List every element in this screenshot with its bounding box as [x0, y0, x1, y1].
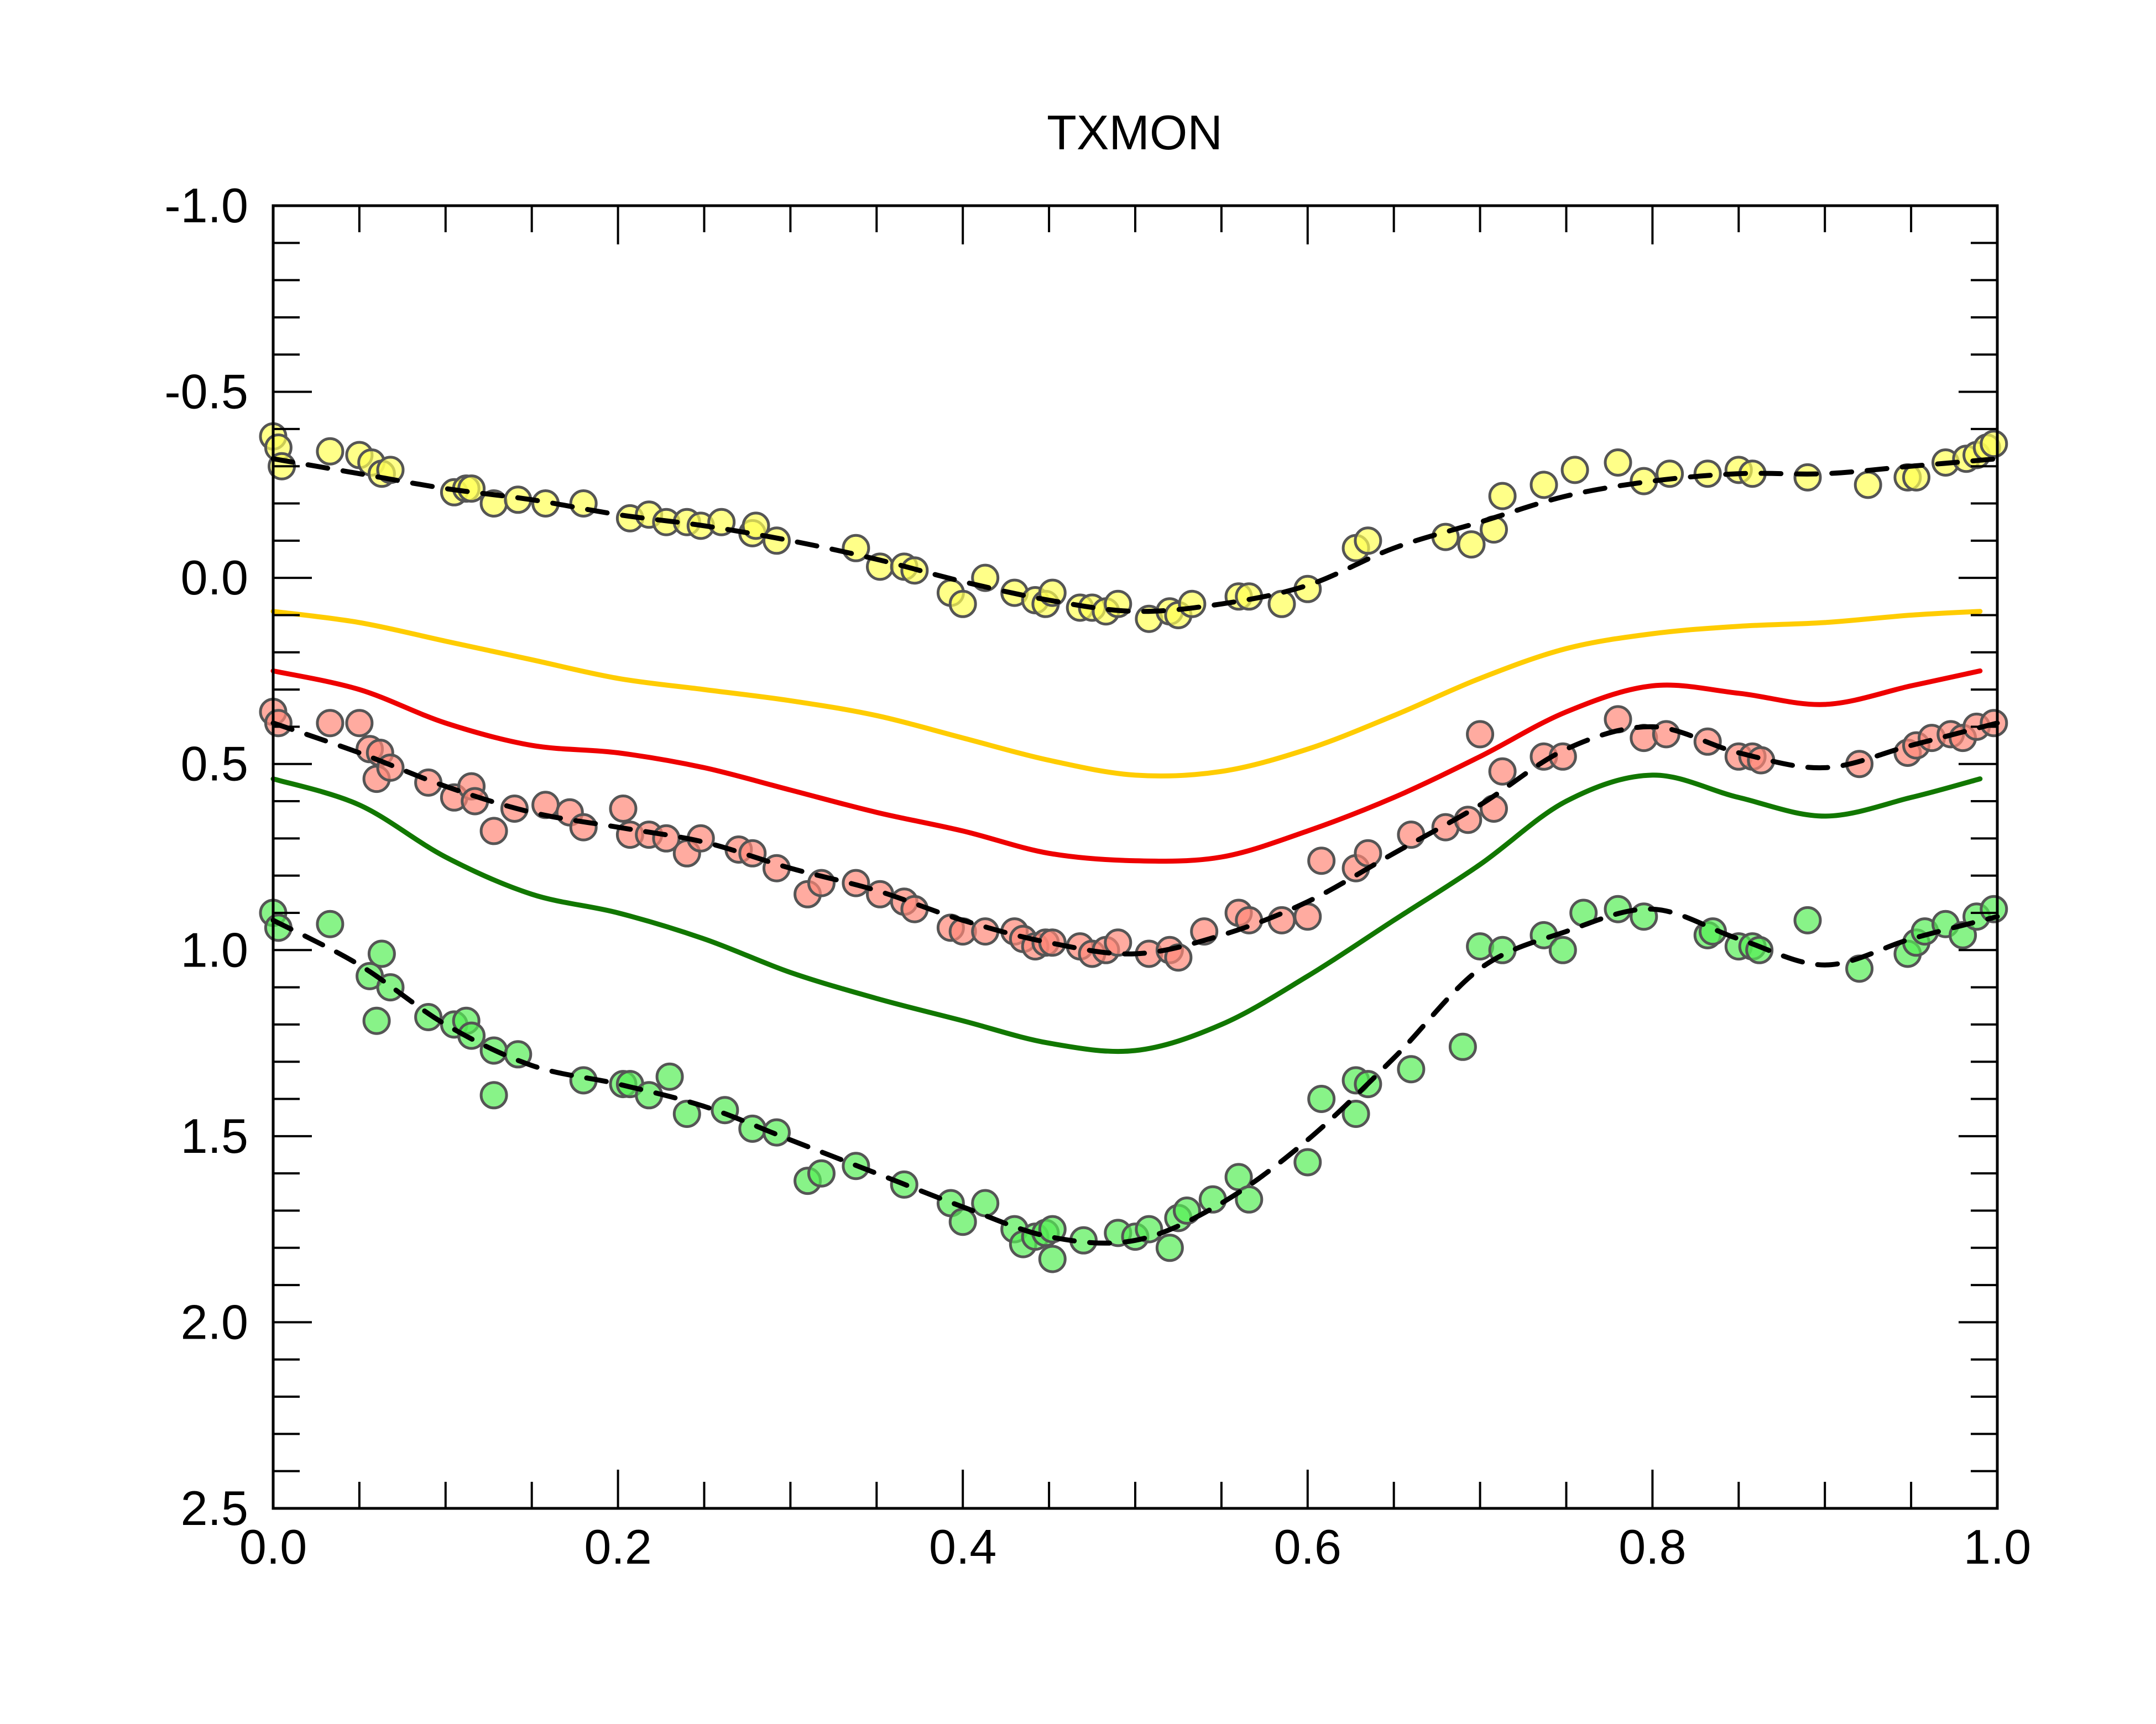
- scatter-point: [738, 839, 767, 868]
- scatter-point: [316, 437, 344, 466]
- scatter-series-1: [259, 698, 2008, 972]
- solid-line-0: [270, 609, 1983, 779]
- scatter-point: [345, 709, 374, 738]
- dashed-fit-2: [270, 906, 2000, 1246]
- scatter-point: [1038, 1245, 1067, 1273]
- scatter-point: [1560, 456, 1589, 484]
- scatter-point: [1267, 906, 1296, 934]
- scatter-point: [362, 1006, 391, 1035]
- scatter-point: [763, 526, 791, 555]
- x-tick-label: 0.8: [1619, 1519, 1686, 1574]
- scatter-point: [1354, 526, 1382, 555]
- scatter-point: [367, 939, 396, 968]
- scatter-points-layer: [259, 422, 2008, 1273]
- x-tick-label: 1.0: [1964, 1519, 2031, 1574]
- chart-title: TXMON: [1047, 105, 1223, 160]
- scatter-point: [479, 1081, 508, 1110]
- scatter-point: [1656, 459, 1684, 488]
- plot-frame: [272, 204, 1999, 1510]
- scatter-point: [1488, 482, 1517, 510]
- solid-line-2: [270, 772, 1983, 1054]
- scatter-series-0: [259, 422, 2008, 633]
- dashed-fit-0: [270, 456, 2000, 614]
- x-tick-label: 0.6: [1274, 1519, 1341, 1574]
- y-tick-label: 1.5: [181, 1109, 248, 1163]
- scatter-point: [316, 709, 344, 738]
- y-tick-label: -1.0: [164, 178, 248, 233]
- scatter-point: [1457, 530, 1486, 559]
- scatter-point: [1854, 471, 1882, 499]
- solid-line-1: [270, 668, 1983, 864]
- y-tick-label: 0.0: [181, 550, 248, 605]
- scatter-point: [1793, 463, 1822, 492]
- scatter-point: [971, 1189, 1000, 1218]
- scatter-point: [1038, 1215, 1067, 1244]
- x-tick-label: 0.4: [929, 1519, 996, 1574]
- scatter-point: [1354, 839, 1382, 868]
- scatter-point: [1341, 1100, 1370, 1128]
- scatter-point: [1293, 1148, 1322, 1177]
- scatter-point: [1397, 1055, 1426, 1084]
- y-tick-label: 2.0: [181, 1294, 248, 1349]
- scatter-point: [1747, 746, 1776, 775]
- y-tick-label: 0.5: [181, 736, 248, 791]
- x-tick-label: 0.0: [239, 1519, 307, 1574]
- scatter-point: [569, 813, 598, 842]
- scatter-point: [414, 1003, 443, 1031]
- scatter-point: [1548, 936, 1577, 964]
- scatter-series-2: [259, 895, 2008, 1273]
- y-tick-label: 1.0: [181, 922, 248, 977]
- scatter-point: [1466, 720, 1495, 749]
- scatter-point: [457, 1021, 486, 1050]
- scatter-point: [948, 589, 977, 618]
- dashed-fit-1: [270, 720, 2000, 957]
- y-tick-label: -0.5: [164, 364, 248, 419]
- scatter-point: [1135, 1215, 1163, 1244]
- scatter-point: [414, 768, 443, 797]
- scatter-point: [1488, 757, 1517, 786]
- fit-lines-layer: [270, 609, 1983, 1054]
- scatter-point: [1155, 1234, 1184, 1262]
- scatter-point: [1980, 430, 2008, 458]
- scatter-point: [1604, 448, 1632, 477]
- scatter-point: [1198, 1185, 1227, 1214]
- scatter-point: [1448, 1032, 1477, 1061]
- scatter-point: [316, 910, 344, 938]
- scatter-point: [655, 1062, 684, 1091]
- scatter-point: [1307, 1085, 1336, 1113]
- scatter-point: [672, 1100, 701, 1128]
- axes-layer: 0.0 0.2 0.4 0.6 0.8 1.0 -1.0 -0.5 0.0 0.5 1.0 1.5 2.…: [164, 178, 2031, 1574]
- scatter-point: [1793, 906, 1822, 934]
- scatter-point: [1397, 821, 1426, 849]
- scatter-point: [479, 817, 508, 845]
- scatter-point: [1104, 928, 1132, 957]
- scatter-point: [807, 1159, 836, 1188]
- y-tick-label: 2.5: [181, 1481, 248, 1535]
- scatter-point: [1235, 1185, 1264, 1214]
- scatter-point: [1529, 471, 1558, 499]
- scatter-point: [1980, 895, 2008, 923]
- scatter-point: [609, 795, 638, 823]
- x-tick-label: 0.2: [584, 1519, 651, 1574]
- scatter-point: [1267, 589, 1296, 618]
- scatter-point: [1307, 847, 1336, 875]
- scatter-point: [1178, 589, 1207, 618]
